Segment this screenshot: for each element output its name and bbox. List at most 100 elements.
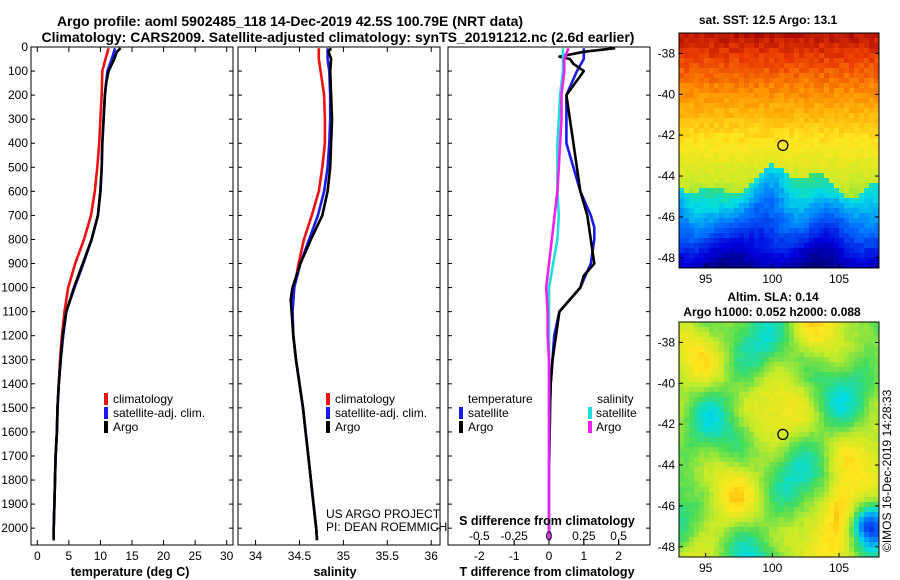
map-cell bbox=[784, 477, 789, 482]
map-cell bbox=[764, 243, 769, 248]
map-cell bbox=[754, 183, 759, 188]
legend-swatch-climatology bbox=[104, 393, 108, 405]
map-cell bbox=[684, 203, 689, 208]
map-cell bbox=[724, 467, 729, 472]
map-cell bbox=[689, 38, 694, 43]
map-cell bbox=[794, 213, 799, 218]
map-cell bbox=[784, 397, 789, 402]
map-cell bbox=[739, 53, 744, 58]
map-cell bbox=[819, 502, 824, 507]
map-cell bbox=[679, 342, 684, 347]
map-cell bbox=[824, 462, 829, 467]
map-cell bbox=[854, 337, 859, 342]
map-cell bbox=[734, 68, 739, 73]
map-cell bbox=[759, 472, 764, 477]
map-cell bbox=[774, 342, 779, 347]
map-cell bbox=[869, 233, 874, 238]
map-cell bbox=[854, 357, 859, 362]
map-cell bbox=[859, 397, 864, 402]
map-cell bbox=[739, 148, 744, 153]
map-cell bbox=[719, 208, 724, 213]
legend-swatch-t-argo bbox=[459, 421, 463, 433]
map-cell bbox=[759, 158, 764, 163]
map-cell bbox=[729, 118, 734, 123]
map-cell bbox=[694, 502, 699, 507]
map-cell bbox=[829, 357, 834, 362]
map-cell bbox=[834, 253, 839, 258]
map-cell bbox=[834, 168, 839, 173]
map-cell bbox=[764, 153, 769, 158]
map-cell bbox=[699, 362, 704, 367]
map-cell bbox=[869, 113, 874, 118]
map-cell bbox=[814, 223, 819, 228]
map-cell bbox=[694, 133, 699, 138]
map-cell bbox=[719, 522, 724, 527]
map-cell bbox=[804, 357, 809, 362]
map-cell bbox=[859, 258, 864, 263]
map-cell bbox=[874, 337, 879, 342]
map-cell bbox=[874, 377, 879, 382]
map-cell bbox=[849, 377, 854, 382]
map-cell bbox=[799, 447, 804, 452]
map-cell bbox=[769, 73, 774, 78]
map-cell bbox=[754, 472, 759, 477]
map-cell bbox=[779, 143, 784, 148]
map-cell bbox=[719, 442, 724, 447]
map-cell bbox=[859, 78, 864, 83]
map-cell bbox=[734, 143, 739, 148]
map-cell bbox=[714, 532, 719, 537]
map-cell bbox=[739, 447, 744, 452]
map-cell bbox=[769, 457, 774, 462]
map-cell bbox=[689, 367, 694, 372]
map-cell bbox=[699, 83, 704, 88]
map-cell bbox=[754, 248, 759, 253]
map-cell bbox=[734, 48, 739, 53]
map-cell bbox=[739, 477, 744, 482]
map-cell bbox=[789, 218, 794, 223]
lon-tick-label: 100 bbox=[762, 561, 782, 575]
map-cell bbox=[739, 98, 744, 103]
map-cell bbox=[704, 517, 709, 522]
map-cell bbox=[854, 432, 859, 437]
map-cell bbox=[734, 223, 739, 228]
map-cell bbox=[849, 322, 854, 327]
map-cell bbox=[719, 412, 724, 417]
x-tick-label: 36 bbox=[425, 549, 439, 563]
map-cell bbox=[689, 78, 694, 83]
map-cell bbox=[709, 48, 714, 53]
map-cell bbox=[719, 103, 724, 108]
map-cell bbox=[734, 203, 739, 208]
map-cell bbox=[829, 477, 834, 482]
map-cell bbox=[789, 243, 794, 248]
map-cell bbox=[764, 362, 769, 367]
map-cell bbox=[829, 372, 834, 377]
map-cell bbox=[699, 143, 704, 148]
map-cell bbox=[689, 487, 694, 492]
map-cell bbox=[729, 337, 734, 342]
map-cell bbox=[734, 502, 739, 507]
map-cell bbox=[864, 173, 869, 178]
map-cell bbox=[769, 517, 774, 522]
map-cell bbox=[839, 502, 844, 507]
map-cell bbox=[734, 367, 739, 372]
map-cell bbox=[764, 547, 769, 552]
map-cell bbox=[749, 447, 754, 452]
map-cell bbox=[749, 53, 754, 58]
map-cell bbox=[694, 88, 699, 93]
map-cell bbox=[724, 158, 729, 163]
map-cell bbox=[854, 517, 859, 522]
map-cell bbox=[859, 472, 864, 477]
map-cell bbox=[829, 78, 834, 83]
map-cell bbox=[774, 367, 779, 372]
x-tick-label: 35 bbox=[337, 549, 351, 563]
map-cell bbox=[709, 417, 714, 422]
map-cell bbox=[774, 467, 779, 472]
map-cell bbox=[784, 392, 789, 397]
map-cell bbox=[854, 138, 859, 143]
map-cell bbox=[799, 412, 804, 417]
map-cell bbox=[834, 442, 839, 447]
map-cell bbox=[764, 213, 769, 218]
map-cell bbox=[724, 537, 729, 542]
map-cell bbox=[859, 238, 864, 243]
map-cell bbox=[724, 472, 729, 477]
